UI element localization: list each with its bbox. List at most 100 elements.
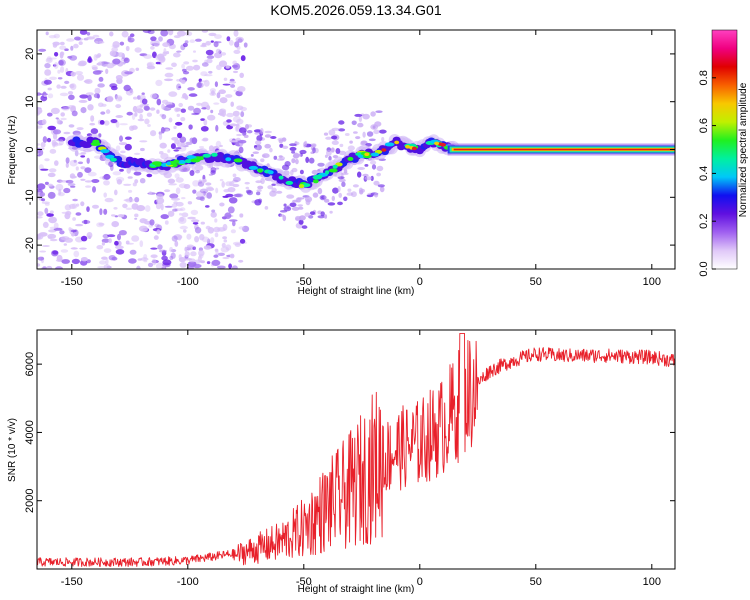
colorbar-gradient: [711, 29, 738, 270]
noise-blob: [171, 203, 178, 208]
noise-blob: [183, 229, 187, 233]
noise-blob: [134, 112, 138, 117]
ridge-peak: [202, 153, 211, 158]
noise-blob: [291, 158, 296, 164]
noise-blob: [354, 113, 363, 117]
noise-blob: [164, 72, 174, 78]
snr-x-tick-label: 0: [417, 576, 423, 588]
noise-blob: [160, 30, 169, 37]
noise-blob: [239, 238, 246, 244]
noise-blob: [180, 142, 186, 147]
ridge-peak: [105, 154, 115, 159]
noise-blob: [205, 205, 210, 208]
noise-blob: [84, 79, 93, 84]
noise-blob: [208, 173, 213, 176]
noise-blob: [376, 165, 384, 172]
noise-blob: [175, 121, 183, 126]
noise-blob: [161, 255, 168, 261]
colorbar-tick-label: 0.4: [698, 166, 710, 181]
spectrogram-x-label: Height of straight line (km): [298, 286, 415, 297]
noise-blob: [104, 197, 114, 203]
noise-blob: [331, 135, 338, 140]
noise-blob: [256, 189, 262, 192]
noise-blob: [149, 107, 156, 111]
noise-blob: [44, 158, 50, 162]
noise-blob: [194, 164, 204, 171]
noise-blob: [374, 121, 382, 127]
noise-blob: [103, 208, 108, 215]
noise-blob: [103, 264, 111, 269]
noise-blob: [112, 58, 121, 65]
noise-blob: [156, 197, 165, 205]
noise-blob: [187, 105, 195, 111]
noise-blob: [80, 257, 88, 262]
spectrogram-y-label: Frequency (Hz): [7, 116, 18, 185]
noise-blob: [84, 180, 92, 183]
noise-blob: [215, 48, 221, 54]
noise-blob: [238, 146, 244, 154]
noise-blob: [169, 255, 174, 261]
noise-blob: [114, 240, 119, 246]
noise-blob: [150, 46, 155, 50]
noise-blob: [323, 132, 329, 136]
noise-blob: [229, 219, 238, 222]
noise-blob: [264, 143, 272, 149]
noise-blob: [142, 30, 152, 34]
steady-signal-peak: [453, 148, 675, 151]
noise-blob: [80, 166, 86, 170]
noise-blob: [40, 141, 46, 148]
noise-blob: [275, 190, 283, 194]
noise-blob: [55, 183, 64, 191]
noise-blob: [197, 82, 202, 88]
noise-blob: [86, 157, 90, 164]
spectrogram-x-tick-label: -50: [296, 276, 312, 288]
noise-blob: [220, 52, 227, 56]
noise-blob: [229, 253, 235, 259]
noise-blob: [279, 210, 288, 213]
noise-blob: [69, 83, 75, 89]
noise-blob: [56, 118, 61, 125]
noise-blob: [311, 143, 317, 148]
noise-blob: [188, 124, 193, 130]
noise-blob: [118, 142, 128, 146]
noise-blob: [177, 132, 183, 139]
noise-blob: [139, 240, 144, 248]
noise-blob: [295, 215, 302, 221]
snr-y-label: SNR (10 * v/v): [7, 418, 18, 482]
noise-blob: [194, 226, 202, 234]
noise-blob: [338, 120, 345, 125]
noise-blob: [214, 232, 219, 238]
noise-blob: [180, 79, 186, 84]
noise-blob: [378, 129, 387, 134]
spectrogram-x-tick-label: 50: [530, 276, 542, 288]
noise-blob: [139, 53, 148, 57]
noise-blob: [370, 175, 374, 181]
noise-blob: [65, 211, 72, 216]
noise-blob: [357, 167, 366, 170]
noise-blob: [117, 52, 124, 58]
noise-blob: [230, 101, 234, 107]
ridge-peak: [233, 158, 243, 163]
noise-blob: [295, 158, 299, 165]
noise-blob: [155, 202, 162, 210]
noise-blob: [217, 112, 223, 116]
noise-blob: [188, 258, 196, 263]
noise-blob: [85, 185, 92, 188]
noise-blob: [70, 175, 77, 179]
noise-blob: [102, 233, 110, 239]
noise-blob: [37, 107, 43, 115]
noise-blob: [228, 39, 234, 46]
noise-blob: [80, 107, 87, 114]
noise-blob: [105, 109, 111, 114]
noise-blob: [124, 136, 132, 140]
noise-blob: [168, 117, 173, 123]
noise-blob: [46, 137, 52, 143]
noise-blob: [91, 66, 98, 71]
noise-blob: [308, 157, 315, 164]
ridge-peak: [190, 158, 201, 163]
noise-blob: [48, 35, 57, 39]
ridge-hot: [411, 146, 417, 151]
noise-blob: [111, 221, 119, 228]
ridge-peak: [211, 152, 218, 157]
ridge-hot: [364, 152, 370, 157]
